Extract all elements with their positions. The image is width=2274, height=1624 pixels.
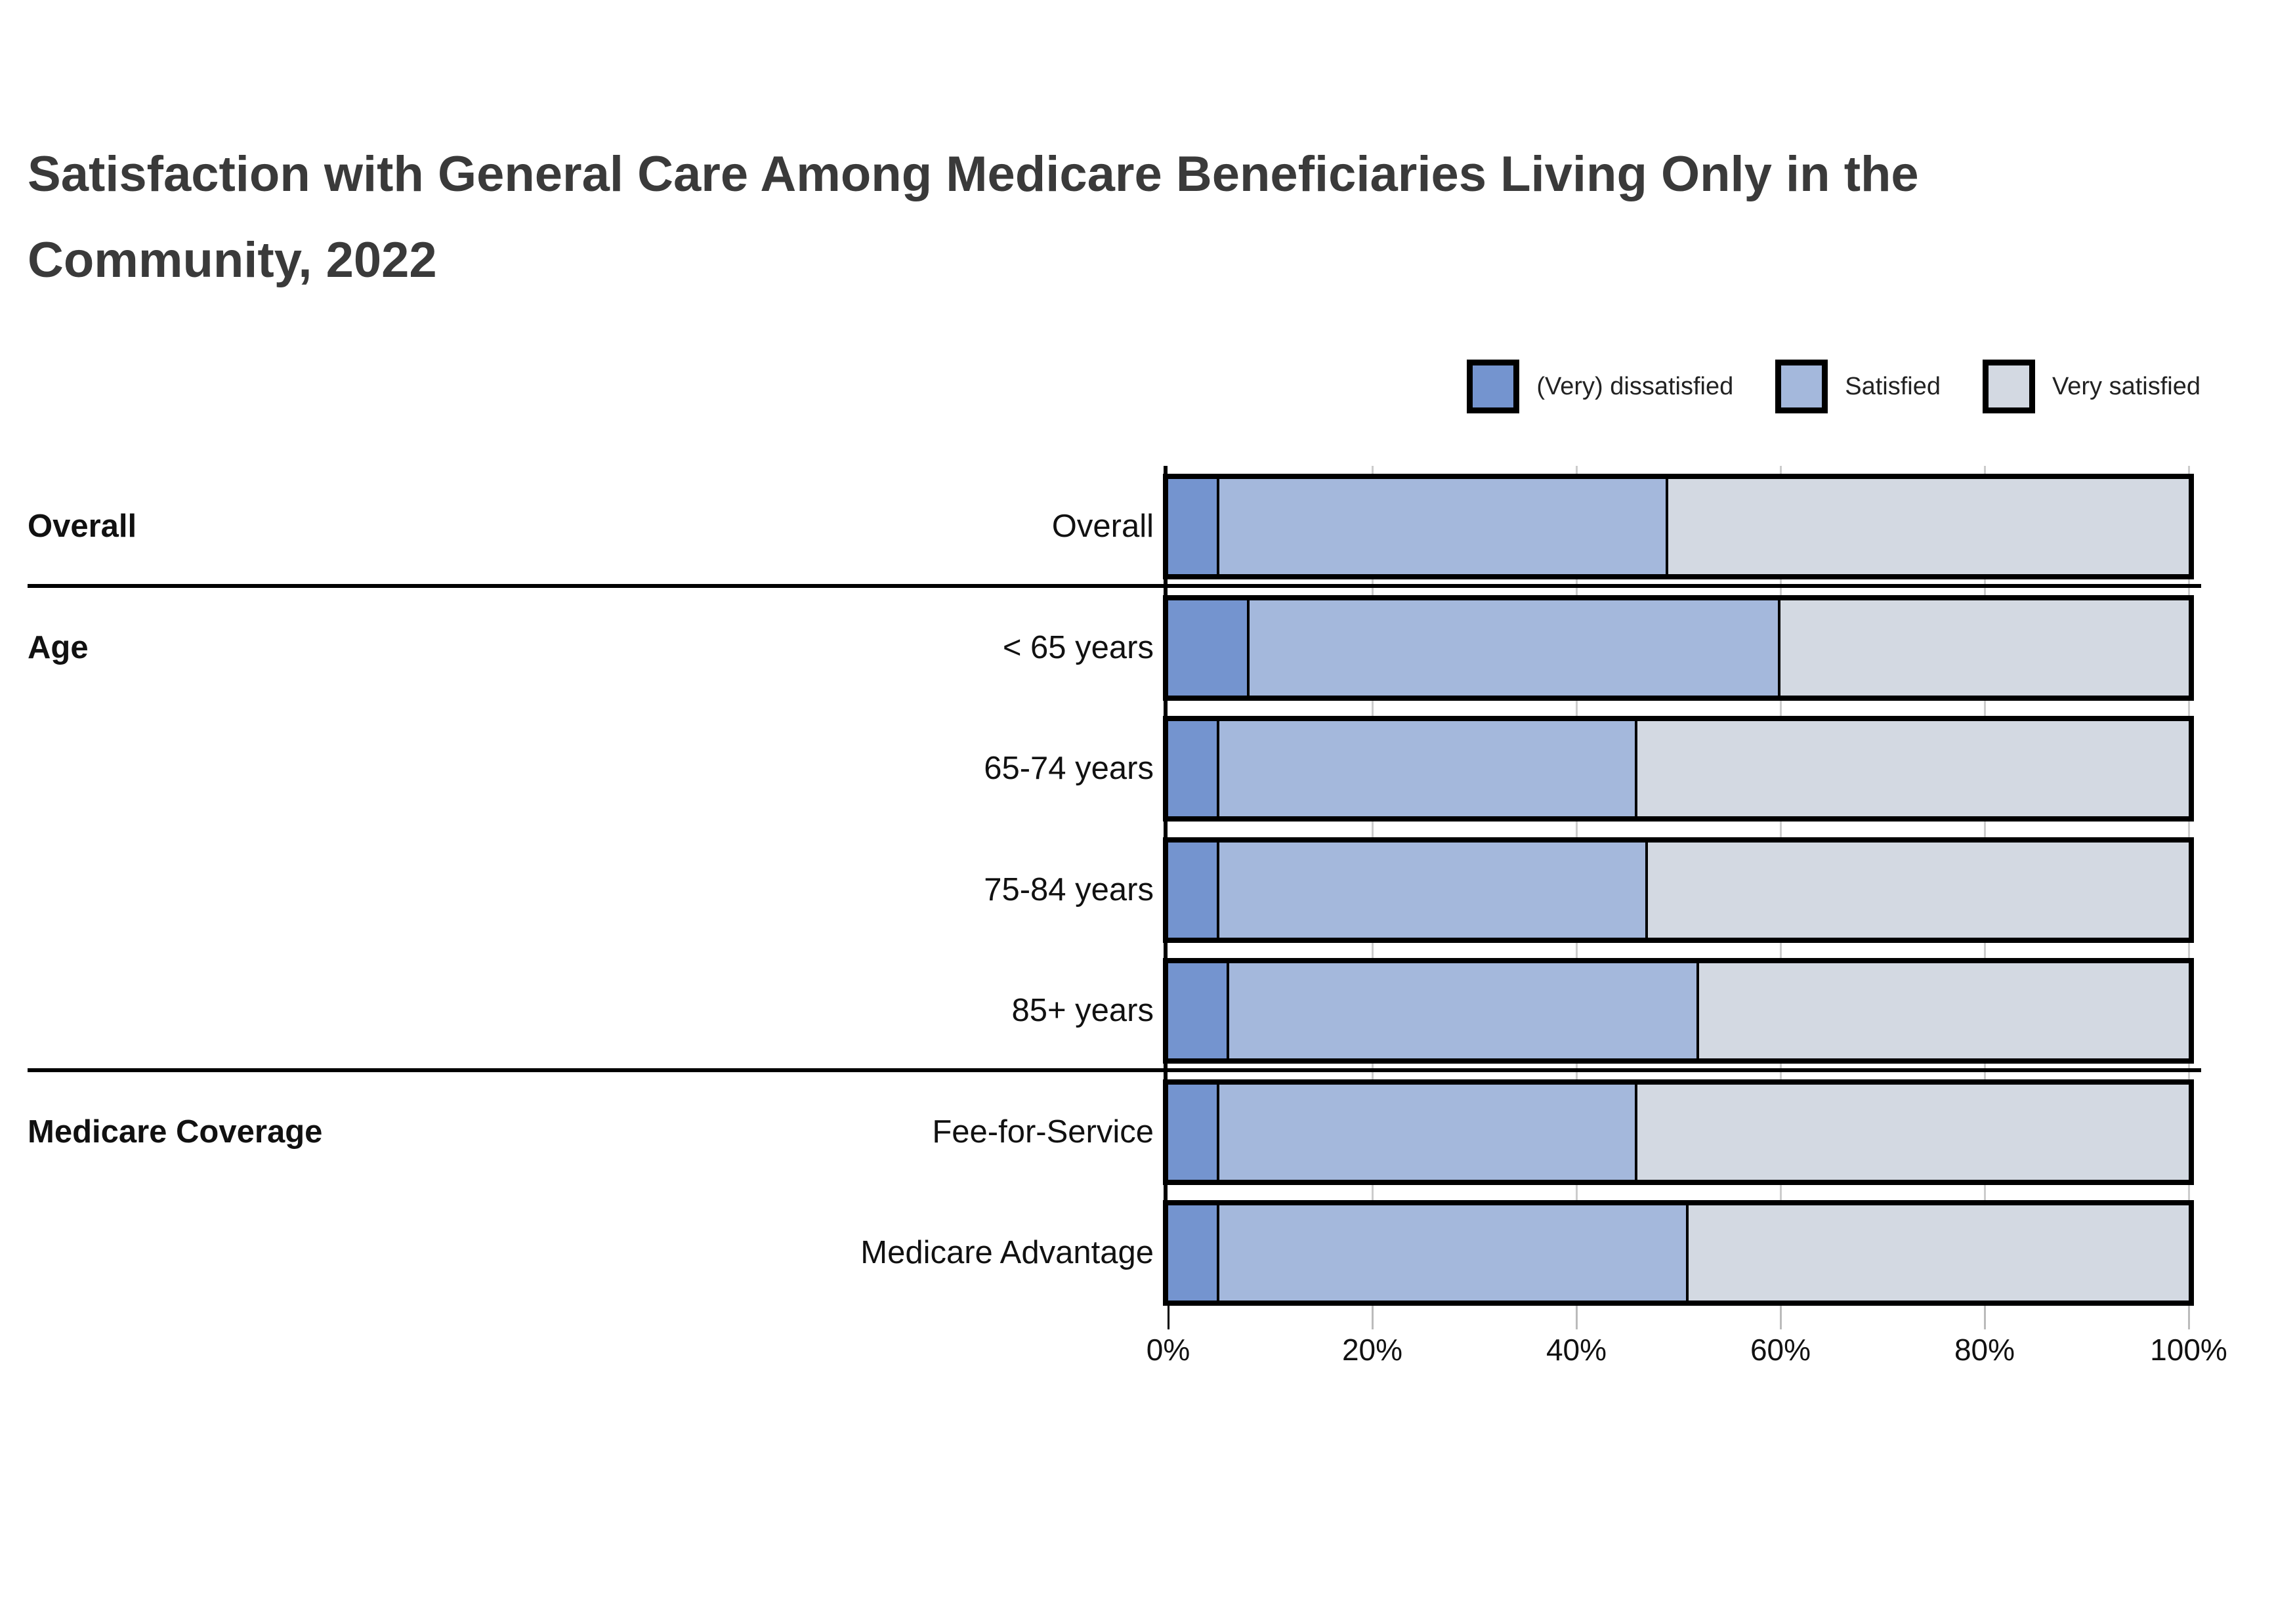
group-label-overall: Overall — [28, 509, 137, 544]
legend-swatch-satisfied — [1775, 360, 1828, 413]
legend-item-dissatisfied: (Very) dissatisfied — [1467, 360, 1733, 413]
group-label-age: Age — [28, 629, 89, 665]
bar-segment--very-dissatisfied — [1168, 479, 1219, 574]
bar-row-5 — [1163, 1079, 2194, 1185]
axis-tick-60 — [1779, 1306, 1782, 1329]
bar-row-4 — [1163, 958, 2194, 1064]
bar-segment-very-satisfied — [1637, 1084, 2189, 1180]
bar-segment--very-dissatisfied — [1168, 1205, 1219, 1301]
group-divider-line — [28, 1068, 2201, 1072]
bar-segment-satisfied — [1219, 721, 1638, 816]
axis-tick-0 — [1167, 1306, 1169, 1329]
bar-inner — [1168, 600, 2189, 696]
bar-segment--very-dissatisfied — [1168, 963, 1230, 1058]
bar-segment--very-dissatisfied — [1168, 842, 1219, 938]
legend: (Very) dissatisfied Satisfied Very satis… — [1467, 360, 2200, 413]
bar-segment--very-dissatisfied — [1168, 721, 1219, 816]
bar-segment-very-satisfied — [1668, 479, 2189, 574]
row-label: < 65 years — [1002, 629, 1154, 665]
bar-segment-very-satisfied — [1698, 963, 2189, 1058]
axis-tick-label-60: 60% — [1750, 1333, 1811, 1367]
bar-segment-very-satisfied — [1689, 1205, 2189, 1301]
axis-tick-label-0: 0% — [1146, 1333, 1190, 1367]
row-label: 65-74 years — [984, 751, 1154, 786]
bar-row-1 — [1163, 594, 2194, 701]
bar-row-6 — [1163, 1200, 2194, 1306]
row-label: 75-84 years — [984, 871, 1154, 907]
bar-segment-very-satisfied — [1780, 600, 2189, 696]
legend-label-satisfied: Satisfied — [1845, 372, 1941, 400]
bar-segment-satisfied — [1219, 479, 1668, 574]
bar-inner — [1168, 721, 2189, 816]
legend-label-dissatisfied: (Very) dissatisfied — [1536, 372, 1734, 400]
row-label: 85+ years — [1011, 993, 1154, 1028]
axis-tick-20 — [1371, 1306, 1374, 1329]
bar-inner — [1168, 1084, 2189, 1180]
chart-title: Satisfaction with General Care Among Med… — [28, 146, 1919, 288]
bar-row-3 — [1163, 837, 2194, 943]
legend-item-satisfied: Satisfied — [1775, 360, 1941, 413]
bar-inner — [1168, 479, 2189, 574]
legend-swatch-very-satisfied — [1983, 360, 2035, 413]
bar-segment-satisfied — [1219, 1084, 1638, 1180]
legend-label-very-satisfied: Very satisfied — [2052, 372, 2200, 400]
bar-inner — [1168, 963, 2189, 1058]
row-label: Overall — [1051, 509, 1154, 544]
bar-inner — [1168, 842, 2189, 938]
bar-segment-satisfied — [1219, 1205, 1689, 1301]
bar-segment--very-dissatisfied — [1168, 600, 1250, 696]
axis-tick-100 — [2187, 1306, 2190, 1329]
bar-segment-satisfied — [1219, 842, 1648, 938]
group-label-medicare-coverage: Medicare Coverage — [28, 1114, 323, 1150]
legend-item-very-satisfied: Very satisfied — [1983, 360, 2200, 413]
row-label: Fee-for-Service — [932, 1114, 1154, 1150]
axis-tick-80 — [1983, 1306, 1986, 1329]
bar-segment-very-satisfied — [1637, 721, 2189, 816]
bar-row-2 — [1163, 716, 2194, 822]
axis-tick-label-100: 100% — [2150, 1333, 2227, 1367]
row-label: Medicare Advantage — [860, 1235, 1154, 1270]
bar-row-0 — [1163, 474, 2194, 579]
bar-inner — [1168, 1205, 2189, 1301]
bar-segment--very-dissatisfied — [1168, 1084, 1219, 1180]
legend-swatch-dissatisfied — [1467, 360, 1520, 413]
group-divider-line — [28, 583, 2201, 588]
bar-segment-satisfied — [1229, 963, 1699, 1058]
axis-tick-label-40: 40% — [1546, 1333, 1607, 1367]
bar-segment-satisfied — [1250, 600, 1780, 696]
axis-tick-label-80: 80% — [1954, 1333, 2015, 1367]
axis-tick-40 — [1575, 1306, 1578, 1329]
bar-segment-very-satisfied — [1647, 842, 2189, 938]
axis-tick-label-20: 20% — [1341, 1333, 1403, 1367]
